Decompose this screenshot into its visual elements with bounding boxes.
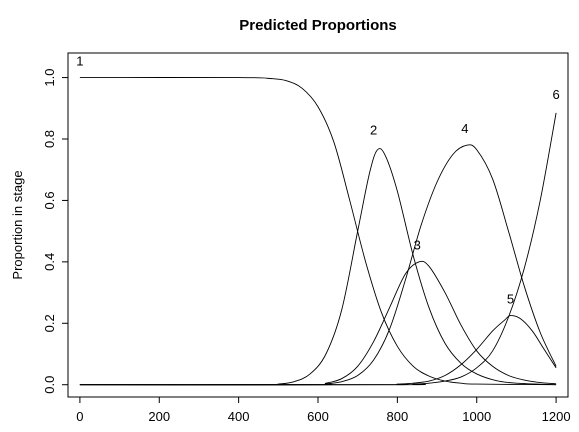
x-tick-label: 800 (387, 409, 409, 424)
x-tick-label: 0 (76, 409, 83, 424)
chart-title: Predicted Proportions (239, 17, 397, 34)
series-line-stage-4 (79, 144, 557, 386)
y-axis: 0.0 0.2 0.4 0.6 0.8 1.0 (42, 69, 69, 394)
y-tick-label: 0.2 (42, 314, 57, 332)
x-tick-label: 1000 (462, 409, 491, 424)
x-tick-label: 200 (148, 409, 170, 424)
series-line-stage-5 (79, 315, 557, 386)
series-line-stage-6 (79, 112, 557, 386)
curve-label-layer: 1 2 3 4 5 6 (76, 53, 559, 306)
x-tick-label: 1200 (542, 409, 571, 424)
x-tick-label: 400 (228, 409, 250, 424)
series-line-stage-1 (79, 77, 557, 386)
x-tick-label: 600 (307, 409, 329, 424)
y-tick-label: 0.6 (42, 191, 57, 209)
curve-label-stage-2: 2 (370, 122, 377, 137)
x-axis: 0 200 400 600 800 1000 1200 (76, 396, 571, 424)
y-tick-label: 0.8 (42, 130, 57, 148)
series-line-stage-2 (79, 148, 557, 386)
plot-frame (67, 52, 569, 398)
series-line-stage-3 (79, 260, 557, 386)
y-tick-label: 0.4 (42, 253, 57, 271)
curve-label-stage-3: 3 (414, 238, 421, 253)
curve-label-stage-6: 6 (552, 87, 559, 102)
curve-label-stage-4: 4 (461, 121, 468, 136)
curve-label-stage-5: 5 (507, 291, 514, 306)
y-axis-label: Proportion in stage (10, 170, 25, 279)
series-layer (79, 77, 557, 386)
y-tick-label: 0.0 (42, 376, 57, 394)
curve-label-stage-1: 1 (76, 53, 83, 68)
y-tick-label: 1.0 (42, 69, 57, 87)
